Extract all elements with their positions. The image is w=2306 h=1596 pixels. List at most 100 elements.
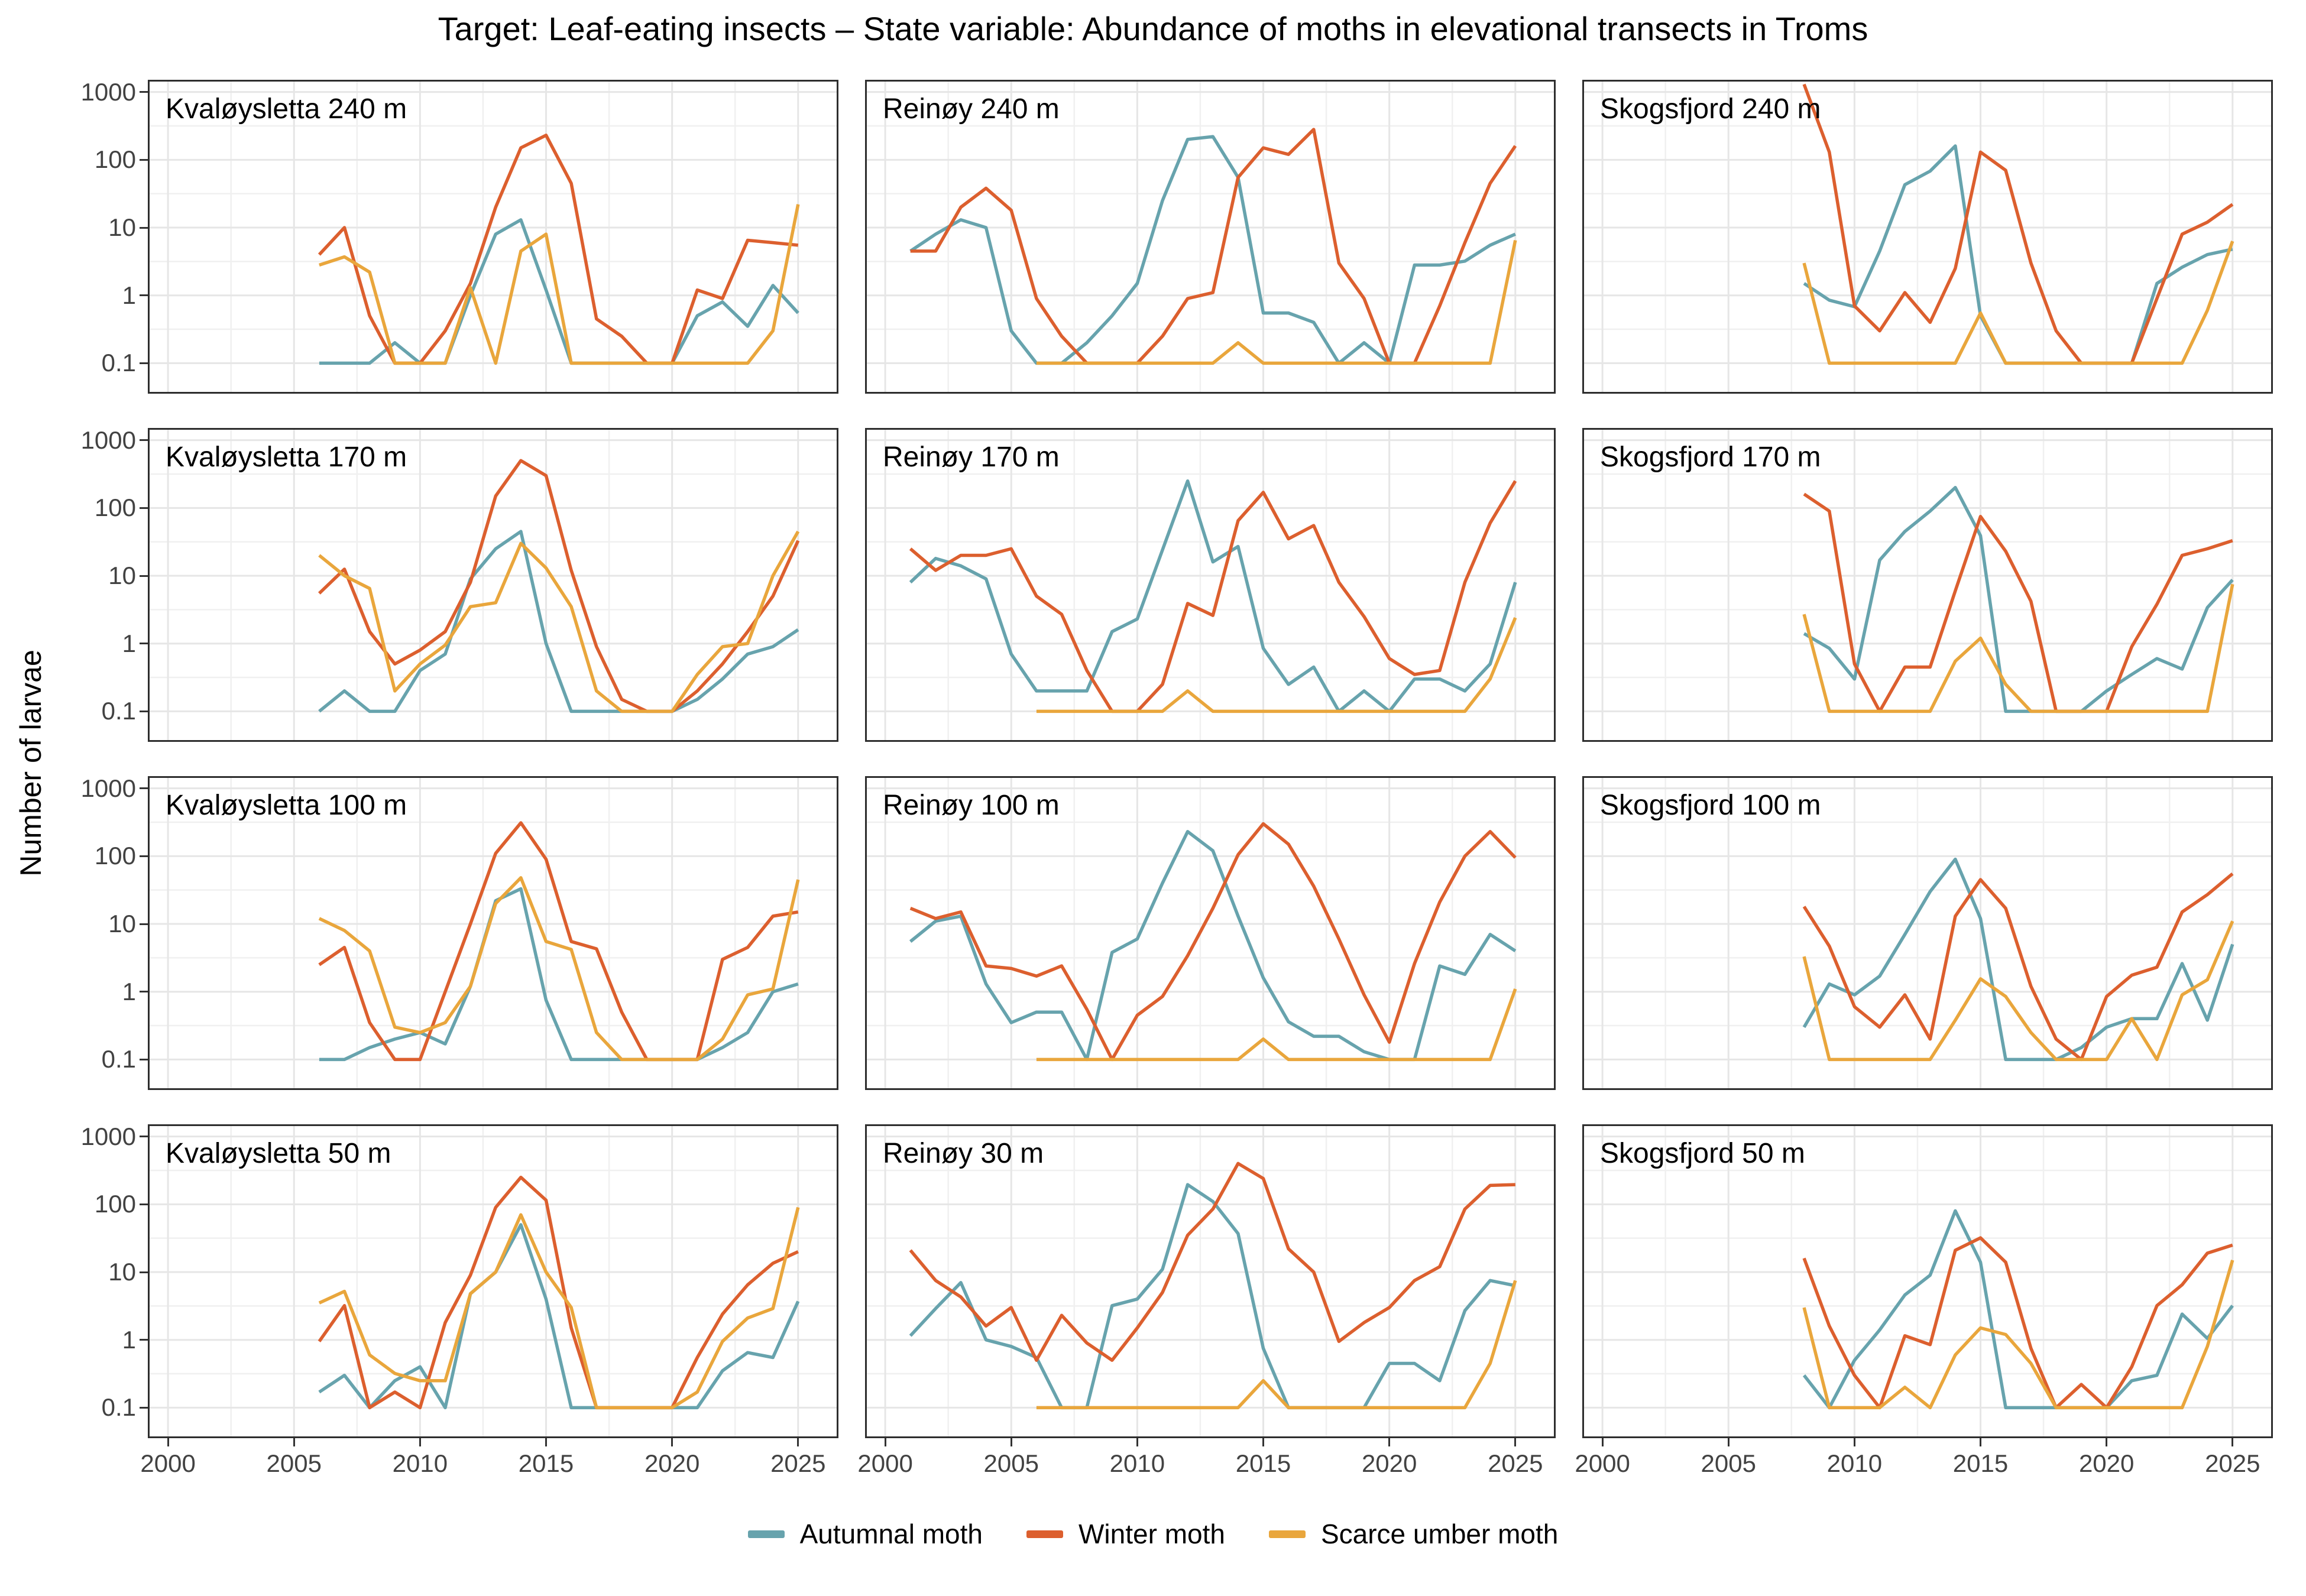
series-line-autumnal	[318, 530, 799, 713]
panel-border	[148, 428, 838, 742]
y-tick-label: 1	[122, 281, 136, 309]
x-tick-label: 2015	[518, 1449, 574, 1477]
panel-border	[1582, 428, 2273, 742]
panel-plot-area	[148, 428, 838, 742]
y-tick-label: 100	[94, 145, 136, 174]
x-tick-mark	[2231, 1438, 2234, 1446]
legend-label: Winter moth	[1078, 1519, 1225, 1549]
series-line-scarce	[1036, 1280, 1517, 1410]
panel-plot-area	[148, 80, 838, 394]
y-tick-mark	[140, 787, 148, 790]
panel-title: Skogsfjord 170 m	[1600, 442, 1821, 473]
panel-border	[1582, 80, 2273, 394]
x-tick-label: 2015	[1952, 1449, 2009, 1477]
x-tick-mark	[1010, 1438, 1012, 1446]
x-tick-label: 2020	[2078, 1449, 2135, 1477]
panel-border	[148, 80, 838, 394]
series-line-autumnal	[1802, 1209, 2234, 1410]
y-tick-mark	[140, 1271, 148, 1273]
series-line-autumnal	[1803, 486, 2234, 713]
x-tick-label: 2025	[1488, 1449, 1543, 1477]
y-tick-label: 0.1	[101, 1393, 136, 1422]
panel-plot-area	[865, 1124, 1556, 1438]
series-line-scarce	[319, 204, 800, 365]
x-tick-mark	[1980, 1438, 1982, 1446]
series-line-winter	[1802, 872, 2234, 1062]
panel-border	[148, 776, 838, 1090]
panel-title: Skogsfjord 50 m	[1600, 1138, 1805, 1169]
panel-plot-area	[1582, 428, 2273, 742]
legend-item-scarce: Scarce umber moth	[1268, 1518, 1558, 1550]
series-line-autumnal	[909, 135, 1516, 365]
series-line-scarce	[318, 876, 800, 1062]
x-tick-label: 2020	[1361, 1449, 1417, 1477]
series-line-autumnal	[319, 887, 799, 1062]
y-tick-label: 1000	[80, 1122, 136, 1150]
panel-plot-area	[148, 776, 838, 1090]
y-tick-mark	[140, 923, 148, 925]
series-line-winter	[318, 459, 800, 713]
series-line-winter	[909, 822, 1517, 1062]
series-line-scarce	[1802, 583, 2234, 713]
x-tick-label: 2025	[2205, 1449, 2260, 1477]
series-line-winter	[1802, 83, 2234, 365]
series-line-winter	[318, 821, 799, 1062]
series-line-scarce	[1802, 1260, 2234, 1410]
panel-kval-ysletta-100-m: Kvaløysletta 100 m	[148, 776, 838, 1090]
series-line-scarce	[318, 1206, 800, 1410]
x-tick-label: 2020	[644, 1449, 700, 1477]
x-tick-mark	[797, 1438, 799, 1446]
y-tick-mark	[140, 362, 148, 364]
panel-border	[865, 776, 1556, 1090]
panel-rein-y-240-m: Reinøy 240 m	[865, 80, 1556, 394]
panel-title: Skogsfjord 240 m	[1600, 93, 1821, 125]
series-line-autumnal	[1803, 144, 2233, 365]
y-tick-label: 1	[122, 1325, 136, 1354]
y-tick-mark	[140, 575, 148, 577]
x-tick-label: 2010	[1109, 1449, 1165, 1477]
x-tick-mark	[1388, 1438, 1391, 1446]
x-tick-label: 2005	[266, 1449, 322, 1477]
x-tick-mark	[1727, 1438, 1730, 1446]
series-line-autumnal	[318, 1223, 800, 1410]
y-tick-mark	[140, 226, 148, 229]
x-tick-label: 2000	[1575, 1449, 1630, 1477]
panel-kval-ysletta-240-m: Kvaløysletta 240 m	[148, 80, 838, 394]
y-tick-mark	[140, 710, 148, 712]
panel-plot-area	[865, 776, 1556, 1090]
panel-skogsfjord-170-m: Skogsfjord 170 m	[1582, 428, 2273, 742]
panel-title: Reinøy 30 m	[883, 1138, 1044, 1169]
series-line-winter	[910, 128, 1517, 365]
panel-title: Kvaløysletta 170 m	[166, 442, 407, 473]
y-tick-label: 1	[122, 977, 136, 1005]
panel-plot-area	[865, 80, 1556, 394]
series-line-autumnal	[909, 479, 1517, 713]
legend-swatch-autumnal	[747, 1530, 785, 1538]
panel-plot-area	[148, 1124, 838, 1438]
y-tick-mark	[140, 1058, 148, 1060]
x-tick-mark	[1514, 1438, 1517, 1446]
x-tick-mark	[1853, 1438, 1855, 1446]
series-line-autumnal	[319, 218, 799, 365]
y-tick-label: 10	[108, 562, 136, 590]
y-tick-label: 100	[94, 494, 136, 522]
series-line-winter	[318, 1175, 799, 1410]
panel-rein-y-170-m: Reinøy 170 m	[865, 428, 1556, 742]
panel-kval-ysletta-50-m: Kvaløysletta 50 m	[148, 1124, 838, 1438]
x-tick-label: 2000	[140, 1449, 196, 1477]
panel-border	[865, 80, 1556, 394]
x-tick-mark	[1136, 1438, 1138, 1446]
y-tick-label: 10	[108, 910, 136, 938]
x-tick-mark	[1601, 1438, 1604, 1446]
y-tick-mark	[140, 1203, 148, 1205]
legend-label: Autumnal moth	[799, 1519, 983, 1549]
x-tick-label: 2015	[1235, 1449, 1291, 1477]
x-tick-label: 2025	[770, 1449, 826, 1477]
panel-plot-area	[1582, 776, 2273, 1090]
y-tick-mark	[140, 294, 148, 297]
panel-title: Reinøy 240 m	[883, 93, 1060, 125]
y-tick-label: 100	[94, 1190, 136, 1218]
series-line-winter	[909, 1162, 1515, 1362]
y-tick-label: 0.1	[101, 697, 136, 725]
series-line-scarce	[1036, 239, 1517, 365]
